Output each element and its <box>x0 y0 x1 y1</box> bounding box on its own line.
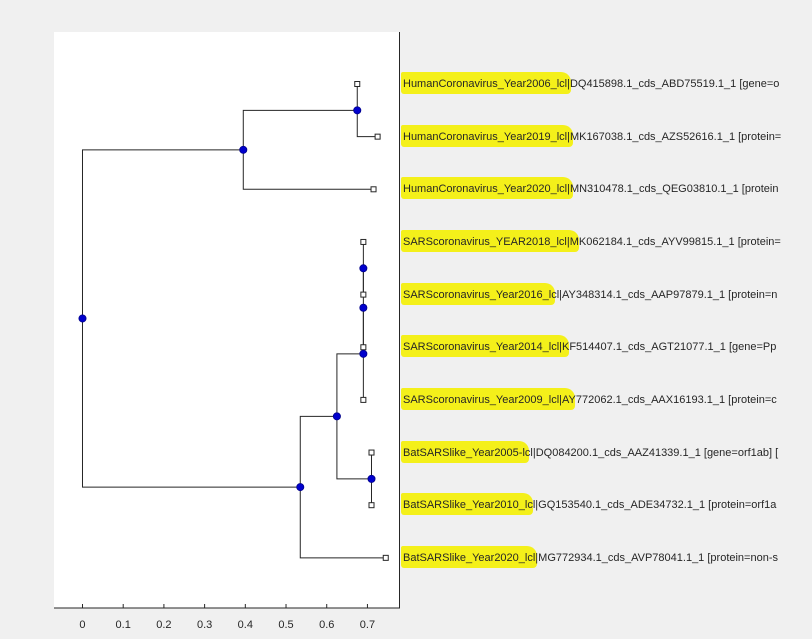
leaf-label-name: SARScoronavirus_YEAR2018 <box>403 235 551 248</box>
leaf-label-accession: _lcl|DQ415898.1_cds_ABD75519.1_1 [gene=o <box>550 78 780 90</box>
leaf-label-accession: _lcl|KF514407.1_cds_AGT21077.1_1 [gene=P… <box>542 341 777 354</box>
leaf-label-name: BatSARSlike_Year2010 <box>403 499 519 512</box>
internal-node-marker <box>78 314 87 323</box>
label-highlight <box>401 72 571 94</box>
internal-node-marker <box>359 349 368 358</box>
leaf-label-accession: _lcl|MK062184.1_cds_AYV99815.1_1 [protei… <box>550 235 781 248</box>
internal-node-marker <box>332 412 341 421</box>
leaf-label: SARScoronavirus_Year2016_lcl|AY348314.1_… <box>403 286 777 304</box>
label-highlight <box>401 124 573 147</box>
label-highlight <box>401 282 555 305</box>
leaf-label: BatSARSlike_Year2010_lcl|GQ153540.1_cds_… <box>403 496 776 514</box>
internal-node-marker <box>296 483 305 492</box>
x-tick-label: 0.6 <box>319 619 334 631</box>
leaf-label-name: SARScoronavirus_Year2016 <box>403 288 543 301</box>
leaf-label-accession: _lcl|MG772934.1_cds_AVP78041.1_1 [protei… <box>518 551 778 564</box>
leaf-marker <box>360 396 367 403</box>
leaf-marker <box>360 291 367 298</box>
leaf-label: SARScoronavirus_Year2014_lcl|KF514407.1_… <box>403 338 776 356</box>
internal-node-marker <box>359 264 368 273</box>
x-tick-label: 0.1 <box>116 619 131 631</box>
x-tick-label: 0.2 <box>156 619 171 631</box>
internal-node-marker <box>353 106 362 115</box>
leaf-label-name: SARScoronavirus_Year2009 <box>403 393 543 406</box>
leaf-label: HumanCoronavirus_Year2006_lcl|DQ415898.1… <box>403 75 779 93</box>
leaf-marker <box>354 81 361 87</box>
label-highlight <box>401 335 569 358</box>
internal-node-marker <box>359 303 368 312</box>
leaf-label-name: HumanCoronavirus_Year2020 <box>403 183 551 196</box>
leaf-label: SARScoronavirus_YEAR2018_lcl|MK062184.1_… <box>403 233 781 251</box>
leaf-marker <box>368 502 375 509</box>
leaf-label: HumanCoronavirus_Year2020_lcl|MN310478.1… <box>403 180 778 198</box>
internal-nodes <box>78 106 376 492</box>
leaf-markers <box>354 81 389 561</box>
leaf-label: SARScoronavirus_Year2009_lcl|AY772062.1_… <box>403 391 777 409</box>
label-highlight <box>401 493 533 516</box>
x-tick-label: 0.3 <box>197 619 212 631</box>
x-tick-label: 0.4 <box>238 619 253 631</box>
leaf-label-name: HumanCoronavirus_Year2006 <box>403 78 551 90</box>
axes-area <box>54 32 400 608</box>
leaf-marker <box>370 186 377 193</box>
leaf-label: BatSARSlike_Year2005-lcl|DQ084200.1_cds_… <box>403 444 778 462</box>
label-highlight <box>401 387 575 410</box>
leaf-marker <box>368 449 375 456</box>
leaf-label-name: BatSARSlike_Year2020 <box>403 551 519 564</box>
leaf-label-accession: _lcl|AY348314.1_cds_AAP97879.1_1 [protei… <box>542 288 778 301</box>
leaf-label-name: SARScoronavirus_Year2014 <box>403 341 543 354</box>
label-highlight <box>401 229 579 252</box>
leaf-label-name: BatSARSlike_Year2005 <box>403 446 519 459</box>
leaf-marker <box>374 133 381 140</box>
internal-node-marker <box>367 474 376 483</box>
leaf-label-accession: -lcl|DQ084200.1_cds_AAZ41339.1_1 [gene=o… <box>518 446 779 459</box>
x-axis-ticks: 0 0.1 0.2 0.3 0.4 0.5 0.6 0.7 <box>79 604 375 631</box>
leaf-marker <box>360 238 367 245</box>
leaf-label-accession: _lcl|GQ153540.1_cds_ADE34732.1_1 [protei… <box>518 499 777 512</box>
leaf-label: HumanCoronavirus_Year2019_lcl|MK167038.1… <box>403 128 781 146</box>
leaf-label: BatSARSlike_Year2020_lcl|MG772934.1_cds_… <box>403 549 778 567</box>
x-tick-label: 0.5 <box>278 619 293 631</box>
tree-branch <box>356 84 378 138</box>
leaf-marker <box>382 554 389 561</box>
leaf-label-accession: _lcl|MN310478.1_cds_QEG03810.1_1 [protei… <box>550 183 779 196</box>
label-highlight <box>401 545 537 568</box>
x-tick-label: 0 <box>79 619 85 631</box>
leaf-label-accession: _lcl|AY772062.1_cds_AAX16193.1_1 [protei… <box>542 393 777 406</box>
leaf-label-name: HumanCoronavirus_Year2019 <box>403 130 551 143</box>
internal-node-marker <box>239 145 248 154</box>
label-highlight <box>401 440 529 463</box>
x-tick-label: 0.7 <box>360 619 375 631</box>
leaf-marker <box>360 344 367 351</box>
leaf-label-accession: _lcl|MK167038.1_cds_AZS52616.1_1 [protei… <box>550 130 782 143</box>
label-highlight <box>401 177 573 200</box>
